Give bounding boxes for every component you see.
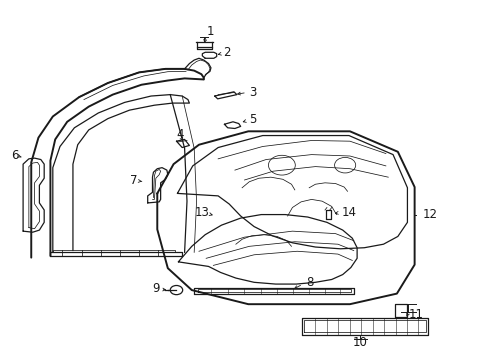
Text: 8: 8 (305, 276, 313, 289)
Text: 9: 9 (152, 282, 159, 295)
Text: 3: 3 (249, 86, 256, 99)
Text: 1: 1 (206, 25, 213, 38)
Text: 14: 14 (341, 206, 356, 219)
Text: 7: 7 (129, 174, 137, 187)
Text: 4: 4 (176, 129, 183, 141)
Text: 6: 6 (11, 149, 18, 162)
Text: 11: 11 (407, 308, 423, 321)
Text: 5: 5 (249, 113, 256, 126)
Text: 2: 2 (223, 46, 230, 59)
Text: 10: 10 (352, 337, 367, 350)
Text: 13: 13 (195, 206, 209, 219)
Text: 12: 12 (422, 208, 437, 221)
